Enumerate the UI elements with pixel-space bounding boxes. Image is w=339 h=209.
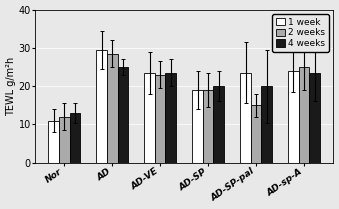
Bar (144, 73, 155, 163)
Bar (107, 54, 118, 163)
Bar (118, 67, 128, 163)
Bar (240, 73, 251, 163)
Bar (69, 113, 80, 163)
Legend: 1 week, 2 weeks, 4 weeks: 1 week, 2 weeks, 4 weeks (272, 14, 329, 52)
Bar (96, 50, 107, 163)
Bar (299, 67, 309, 163)
Bar (251, 105, 261, 163)
Bar (203, 90, 214, 163)
Bar (309, 73, 320, 163)
Y-axis label: TEWL g/m²h: TEWL g/m²h (5, 56, 16, 116)
Bar (59, 117, 69, 163)
Bar (48, 121, 59, 163)
Bar (165, 73, 176, 163)
Bar (155, 75, 165, 163)
Bar (288, 71, 299, 163)
Bar (214, 86, 224, 163)
Bar (192, 90, 203, 163)
Bar (261, 86, 272, 163)
